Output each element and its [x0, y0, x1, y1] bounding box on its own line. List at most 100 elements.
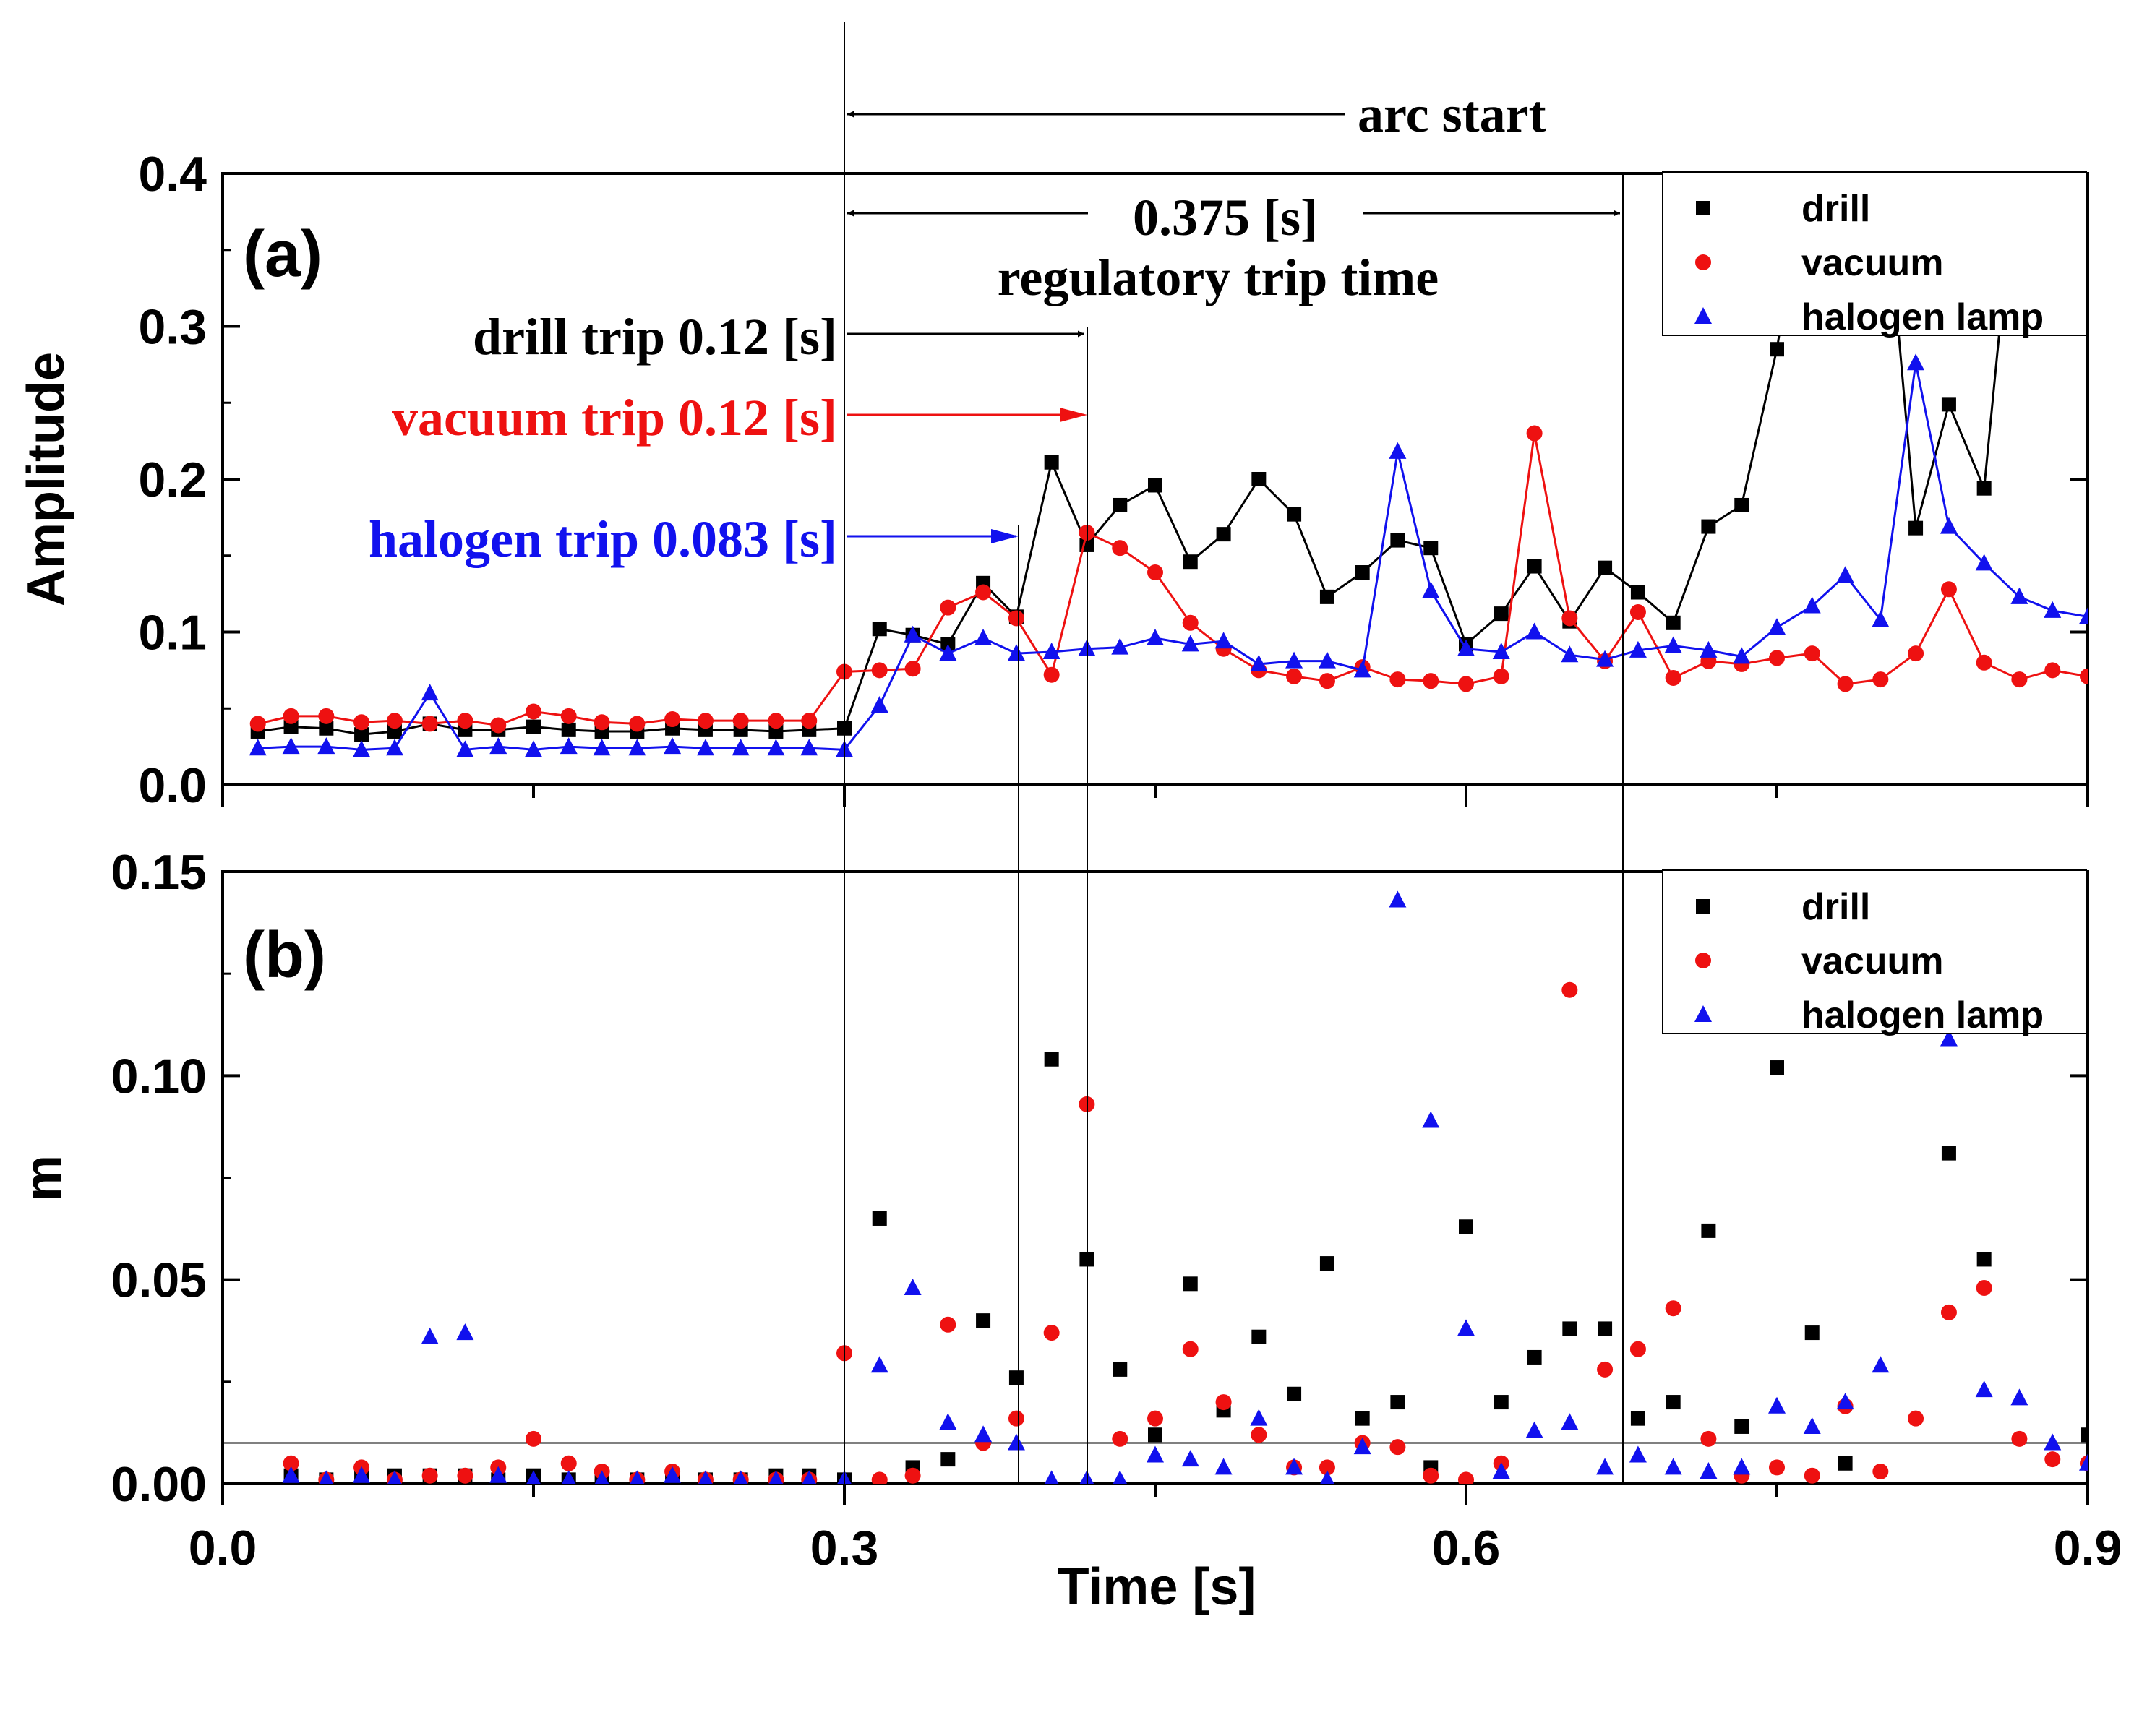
data-point: [1459, 1219, 1473, 1234]
data-point: [1355, 1411, 1370, 1426]
data-point: [630, 1470, 645, 1484]
panel-b-legend: drill vacuum halogen lamp: [1662, 869, 2087, 1036]
data-point: [1629, 1445, 1647, 1463]
data-point: [1598, 560, 1613, 575]
panel-b: 0.00 0.05 0.10 0.15 0.0 0.3 0.6 0.9 (b) m Time…: [14, 845, 2122, 1616]
data-point: [1526, 425, 1543, 442]
data-point: [1285, 651, 1303, 669]
data-point: [1492, 642, 1510, 659]
data-point: [1147, 1410, 1163, 1427]
data-point: [526, 703, 541, 720]
legend-marker: [1696, 201, 1710, 215]
panel-a-x-ticks: [221, 785, 2089, 807]
data-point: [1390, 533, 1405, 548]
data-point: [1976, 1252, 1992, 1267]
data-point: [1422, 1111, 1440, 1128]
data-point: [1250, 1409, 1268, 1426]
data-point: [1148, 478, 1162, 493]
data-point: [489, 737, 507, 755]
data-point: [1700, 1462, 1718, 1479]
data-point: [1008, 1370, 1024, 1385]
data-point: [1214, 1458, 1233, 1475]
data-point: [940, 1316, 956, 1333]
legend-label: drill: [1801, 886, 1870, 928]
data-point: [2079, 607, 2088, 624]
data-point: [490, 717, 507, 734]
data-point: [387, 723, 402, 739]
y-tick-label: 0.1: [138, 606, 207, 661]
data-point: [2079, 1453, 2088, 1471]
data-point: [1803, 596, 1821, 614]
data-point: [283, 1455, 299, 1471]
series-halogen-lamp: [249, 353, 2088, 757]
legend-marker: [1695, 254, 1711, 270]
data-point: [870, 696, 888, 713]
y-tick-label: 0.15: [111, 845, 207, 900]
data-point: [664, 1466, 682, 1483]
data-point: [1181, 635, 1199, 652]
data-point: [1043, 1325, 1060, 1341]
data-point: [1976, 481, 1992, 496]
data-point: [1525, 1421, 1543, 1438]
data-point: [939, 1413, 957, 1430]
data-point: [1044, 455, 1059, 470]
data-point: [732, 739, 750, 756]
panel-a-y-axis-label: Amplitude: [17, 352, 75, 606]
halogen-trip-arrowhead: [991, 529, 1019, 543]
x-tick-label: 0.0: [189, 1521, 257, 1576]
data-point: [319, 721, 334, 736]
data-point: [1287, 507, 1302, 522]
data-point: [1215, 1394, 1232, 1411]
data-point: [1598, 1321, 1613, 1336]
data-point: [1113, 1470, 1127, 1484]
series-halogen-lamp: [282, 890, 2088, 1484]
data-point: [1043, 666, 1060, 683]
data-point: [871, 662, 888, 679]
data-point: [2010, 1388, 2028, 1406]
data-point: [628, 739, 646, 756]
data-point: [1319, 673, 1335, 689]
data-point: [1908, 1410, 1924, 1427]
data-point: [489, 1466, 507, 1483]
data-point: [975, 584, 992, 601]
data-point: [1008, 610, 1024, 627]
data-point: [1596, 650, 1614, 667]
data-point: [283, 719, 299, 734]
data-point: [1251, 1427, 1267, 1443]
data-point: [1112, 540, 1128, 557]
series-vacuum: [249, 425, 2088, 734]
data-point: [1319, 1256, 1334, 1271]
data-point: [1113, 497, 1128, 512]
data-point: [1596, 1458, 1614, 1475]
legend-marker: [1694, 1005, 1712, 1022]
data-point: [318, 708, 335, 724]
data-point: [1976, 1279, 1992, 1296]
legend-label: vacuum: [1801, 242, 1944, 284]
data-point: [1700, 640, 1718, 658]
panel-a-legend: drill vacuum halogen lamp: [1662, 171, 2087, 338]
data-point: [1836, 566, 1854, 583]
y-tick-label: 0.4: [138, 147, 207, 202]
data-point: [1007, 1433, 1025, 1451]
data-point: [1804, 1467, 1820, 1484]
legend-box: [1662, 171, 2087, 336]
data-point: [1423, 541, 1439, 556]
data-point: [2012, 121, 2026, 135]
data-point: [385, 739, 403, 756]
data-point: [1423, 673, 1439, 689]
data-point: [457, 1467, 473, 1484]
data-point: [1494, 1395, 1509, 1410]
data-point: [249, 716, 266, 732]
data-point: [1872, 1356, 1890, 1373]
data-point: [2080, 668, 2088, 684]
data-point: [1908, 520, 1924, 536]
panel-a: 0.0 0.1 0.2 0.3 0.4 (a) Amplitude drill vacuu…: [17, 121, 2089, 813]
data-point: [976, 1313, 991, 1328]
data-point: [1665, 1300, 1681, 1317]
data-point: [1597, 1361, 1614, 1378]
data-point: [456, 1323, 474, 1341]
data-point: [1527, 559, 1542, 574]
data-point: [1701, 519, 1716, 534]
data-point: [1493, 668, 1509, 684]
data-point: [1664, 636, 1682, 653]
